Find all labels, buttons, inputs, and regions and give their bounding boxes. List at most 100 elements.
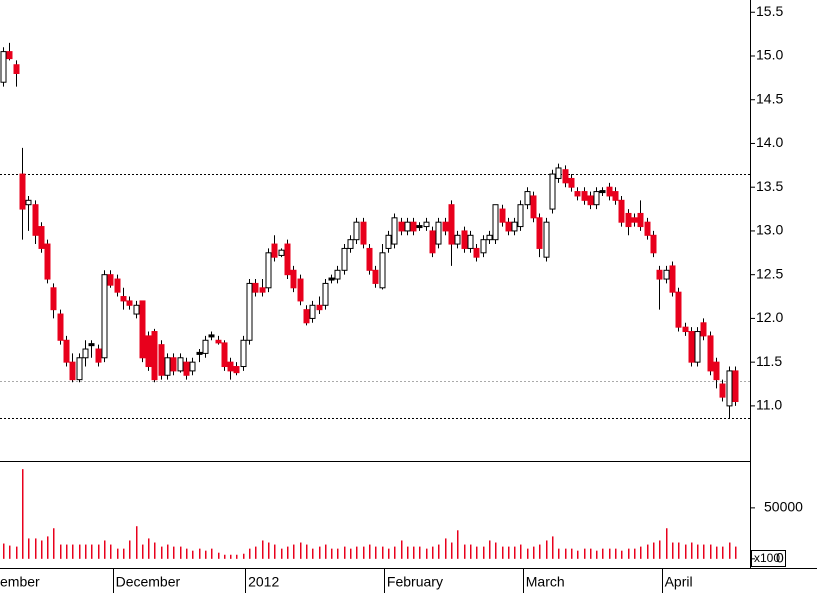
candle-body	[385, 234, 392, 249]
candle-body	[290, 269, 297, 289]
candle-body	[107, 274, 114, 286]
candle-body	[625, 212, 632, 228]
candle-body	[461, 230, 468, 249]
candle-body	[240, 339, 247, 368]
candle-body	[95, 348, 102, 363]
volume-bar	[224, 554, 226, 559]
candle-body	[562, 169, 569, 184]
candle-body	[82, 348, 89, 359]
volume-bar	[470, 544, 472, 559]
volume-bar	[129, 540, 131, 559]
candle-body	[25, 199, 32, 206]
volume-bar	[300, 542, 302, 559]
candle-body	[334, 269, 341, 280]
candle-body	[246, 282, 253, 341]
volume-bar	[319, 546, 321, 559]
y-tick-label: 12.0	[756, 309, 783, 325]
volume-bar	[306, 544, 308, 559]
candle-body	[713, 361, 720, 381]
volume-bar	[53, 528, 55, 559]
candle-body	[215, 339, 222, 344]
volume-bar	[438, 544, 440, 559]
candle-body	[700, 322, 707, 337]
candle-body	[467, 234, 474, 249]
candle-body	[189, 361, 196, 372]
y-tick-label: 13.0	[756, 222, 783, 238]
volume-bar	[729, 542, 731, 559]
y-tick-label: 11.5	[756, 353, 782, 369]
volume-bar	[16, 546, 18, 559]
candle-body	[297, 278, 304, 302]
candle-body	[322, 282, 329, 306]
volume-bar	[445, 538, 447, 559]
x-tick-label: April	[665, 574, 693, 590]
volume-bar	[577, 550, 579, 559]
volume-bar	[697, 544, 699, 559]
candle-body	[599, 190, 606, 194]
volume-bar	[9, 545, 11, 559]
volume-bar	[60, 544, 62, 559]
volume-bar	[344, 546, 346, 559]
candle-body	[328, 277, 335, 281]
volume-bar	[565, 548, 567, 559]
candle-body	[170, 357, 177, 372]
volume-bar	[230, 554, 232, 559]
volume-bar	[502, 546, 504, 559]
volume-bar	[337, 548, 339, 559]
candle-body	[183, 361, 190, 376]
candle-body	[133, 304, 140, 315]
volume-tick-label: 0	[776, 550, 784, 566]
volume-bar	[161, 546, 163, 559]
candle-body	[637, 212, 644, 228]
candle-body	[196, 351, 203, 355]
candle-body	[669, 265, 676, 293]
volume-bar	[35, 538, 37, 559]
candle-body	[688, 331, 695, 363]
candle-body	[353, 221, 360, 241]
y-tick-label: 11.0	[756, 397, 782, 413]
volume-bar	[356, 546, 358, 559]
volume-bar	[628, 548, 630, 559]
candle-body	[76, 357, 83, 381]
candle-body	[663, 269, 670, 280]
volume-bar	[401, 540, 403, 559]
y-tick-label: 13.5	[756, 178, 783, 194]
candle-body	[473, 247, 480, 258]
candle-body	[32, 204, 39, 236]
candle-body	[391, 217, 398, 245]
candle-body	[139, 300, 146, 359]
volume-tick-label: 50000	[764, 499, 803, 515]
volume-bar	[3, 543, 5, 559]
candle-body	[404, 221, 411, 232]
volume-bar	[281, 548, 283, 559]
volume-bar	[104, 540, 106, 559]
volume-bar	[72, 544, 74, 559]
candle-body	[454, 234, 461, 245]
volume-bar	[205, 550, 207, 559]
volume-bar	[685, 544, 687, 559]
volume-bar	[716, 546, 718, 559]
candle-body	[442, 221, 449, 232]
volume-bar	[451, 542, 453, 559]
volume-bar	[508, 546, 510, 559]
candle-body	[114, 278, 121, 293]
candle-body	[252, 282, 259, 293]
volume-bar	[483, 546, 485, 559]
candle-body	[574, 191, 581, 197]
candle-body	[316, 304, 323, 311]
volume-bar	[192, 550, 194, 559]
candle-body	[499, 208, 506, 223]
volume-bar	[255, 546, 257, 559]
candle-body	[379, 252, 386, 289]
candle-body	[524, 191, 531, 206]
candle-body	[511, 221, 518, 232]
candle-body	[435, 221, 442, 245]
volume-bar	[22, 469, 24, 559]
volume-bar	[350, 548, 352, 559]
candle-body	[208, 334, 215, 338]
volume-bar	[659, 540, 661, 559]
candle-body	[631, 217, 638, 223]
volume-bar	[211, 548, 213, 559]
volume-bar	[413, 546, 415, 559]
